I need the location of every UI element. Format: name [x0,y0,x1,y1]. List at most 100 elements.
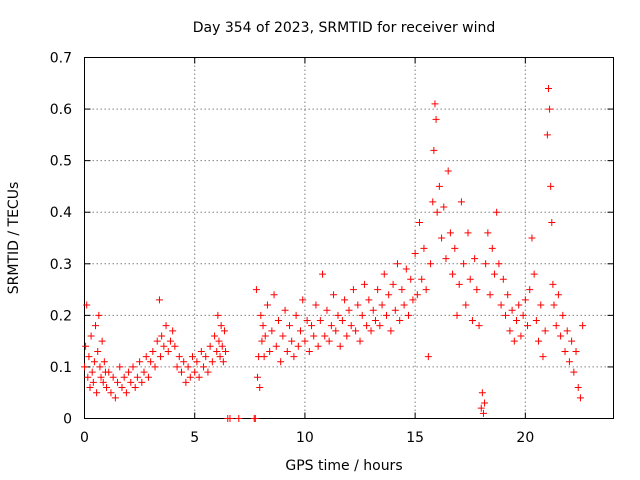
data-point [138,378,146,386]
data-point [305,347,313,355]
data-point [501,311,509,319]
data-point [477,404,485,412]
data-point [360,280,368,288]
data-point [405,311,413,319]
data-point [354,301,362,309]
data-point [528,234,536,242]
data-point [550,301,558,309]
data-point [81,363,88,371]
data-point [440,203,448,211]
data-point [96,363,104,371]
data-point [86,384,94,392]
data-point [453,311,461,319]
data-point [488,244,496,252]
data-point [481,399,489,407]
data-point [389,280,397,288]
data-point [290,353,298,361]
data-point [89,378,97,386]
data-point [398,286,406,294]
data-point [103,384,111,392]
tick-labels: 0 5 10 15 20 0 0.1 0.2 0.3 0.4 0.5 0.6 0.7 [50,51,535,447]
data-point [95,311,103,319]
data-point [323,306,331,314]
data-point [482,260,490,268]
data-point [216,353,224,361]
data-point [549,280,557,288]
data-point [127,378,135,386]
y-tick-label: 0.7 [50,51,72,67]
data-point [559,311,567,319]
data-point [457,198,465,206]
data-point [169,327,177,335]
data-point [548,219,556,227]
data-point [133,373,141,381]
data-point [416,219,424,227]
data-point [204,368,212,376]
data-point [85,353,93,361]
data-point [519,311,527,319]
data-point [367,327,375,335]
data-point [552,322,560,330]
data-point [118,384,126,392]
data-point [517,332,525,340]
data-point [352,327,360,335]
x-axis-label: GPS time / hours [285,458,402,474]
data-point [83,301,91,309]
data-point [490,270,498,278]
data-point [202,353,210,361]
axis-ticks [84,57,614,419]
data-point [418,275,426,283]
data-point [521,296,529,304]
data-point [189,353,197,361]
data-point [504,291,512,299]
data-point [391,306,399,314]
data-point [499,275,507,283]
data-point [411,249,419,257]
data-point [109,373,117,381]
data-point [345,306,353,314]
data-point [173,363,181,371]
data-point [182,378,190,386]
data-point [122,389,130,397]
data-point [371,317,379,325]
data-point [99,378,107,386]
data-point [572,347,580,355]
data-point [120,373,128,381]
data-point [473,286,481,294]
data-point [175,353,183,361]
data-point [219,358,227,366]
data-point [532,317,540,325]
data-point [493,208,501,216]
data-point [358,311,366,319]
data-point [363,322,371,330]
data-point [288,337,296,345]
plot-frame [84,57,614,419]
data-point [478,389,486,397]
data-point [100,358,108,366]
data-point [274,317,282,325]
data-point [468,317,476,325]
data-point [316,317,324,325]
data-point [385,291,393,299]
data-point [294,342,302,350]
data-point [349,286,357,294]
data-point [557,332,565,340]
data-point [430,146,438,154]
data-point [94,347,102,355]
data-point [396,317,404,325]
data-point [449,270,457,278]
data-point [486,291,494,299]
data-point [409,296,417,304]
data-point [297,327,305,335]
data-point [257,311,265,319]
data-point [376,322,384,330]
data-point [327,322,335,330]
data-point [574,384,582,392]
x-tick-label: 15 [406,430,424,446]
x-tick-label: 10 [296,430,314,446]
data-point [546,105,554,113]
data-point [466,275,474,283]
data-point [160,342,168,350]
data-point [217,322,225,330]
